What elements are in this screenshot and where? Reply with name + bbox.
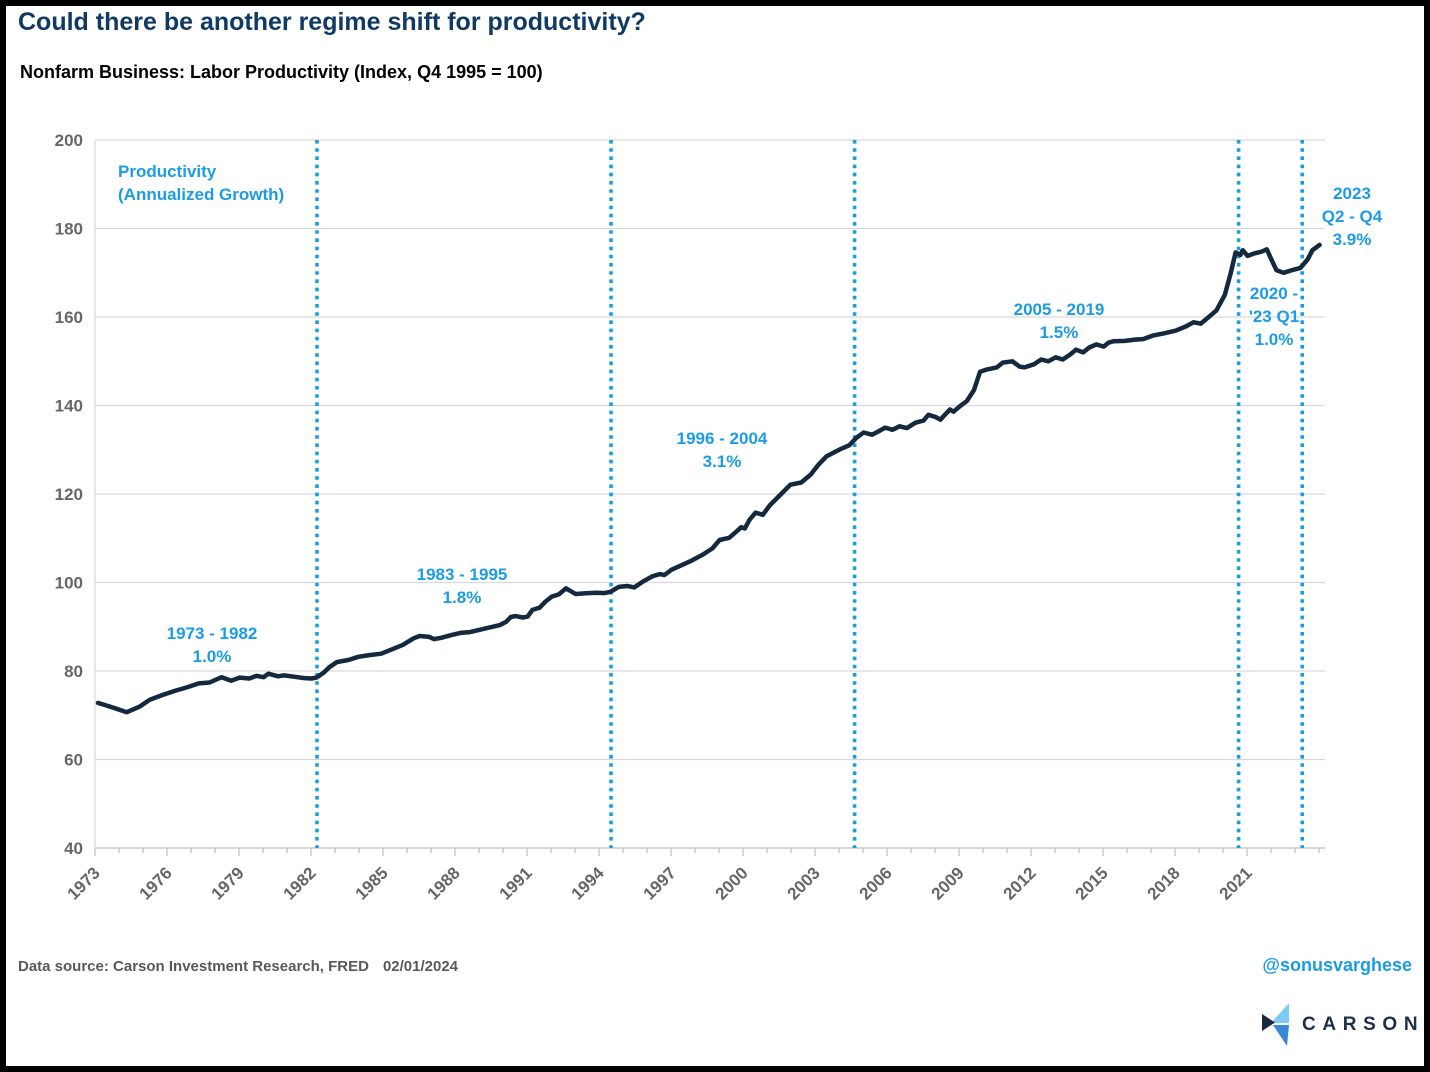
legend-line-2: (Annualized Growth) bbox=[118, 185, 285, 204]
x-axis-tick-label: 2015 bbox=[1072, 863, 1112, 903]
x-axis-tick-label: 2009 bbox=[928, 863, 968, 903]
regime-growth: 3.9% bbox=[1332, 230, 1372, 249]
regime-period: 2023 bbox=[1333, 184, 1371, 203]
regime-period: 2020 - bbox=[1249, 284, 1299, 303]
regime-growth: 3.1% bbox=[702, 452, 742, 471]
regime-growth: 1.5% bbox=[1039, 323, 1079, 342]
twitter-handle: @sonusvarghese bbox=[1262, 955, 1412, 975]
carson-logo-icon bbox=[1262, 1003, 1289, 1046]
y-axis-tick-label: 200 bbox=[55, 131, 83, 150]
carson-logo-text: CARSON bbox=[1302, 1014, 1425, 1035]
x-axis-tick-label: 1976 bbox=[136, 863, 176, 903]
x-axis-tick-label: 2021 bbox=[1216, 863, 1256, 903]
data-source-note: Data source: Carson Investment Research,… bbox=[18, 958, 458, 975]
data-source-text: Data source: Carson Investment Research,… bbox=[18, 958, 369, 975]
x-axis-tick-label: 2018 bbox=[1144, 863, 1184, 903]
x-axis-tick-label: 1991 bbox=[496, 863, 536, 903]
x-axis-tick-label: 1994 bbox=[568, 863, 609, 904]
x-axis-tick-label: 2000 bbox=[712, 863, 752, 903]
regime-annotation-1996-2004: 1996 - 2004 3.1% bbox=[642, 427, 802, 473]
y-axis-tick-label: 140 bbox=[55, 397, 83, 416]
y-axis-tick-label: 120 bbox=[55, 485, 83, 504]
y-axis-tick-label: 60 bbox=[64, 751, 83, 770]
y-axis-tick-label: 180 bbox=[55, 220, 83, 239]
regime-annotation-1973-1982: 1973 - 1982 1.0% bbox=[132, 622, 292, 668]
regime-period: 1996 - 2004 bbox=[676, 429, 768, 448]
regime-annotation-2020-23q1: 2020 - '23 Q1 1.0% bbox=[1214, 282, 1334, 351]
carson-logo: CARSON bbox=[1262, 1002, 1424, 1048]
y-axis-tick-label: 40 bbox=[64, 839, 83, 858]
regime-period: 2005 - 2019 bbox=[1013, 300, 1105, 319]
chart-date: 02/01/2024 bbox=[382, 958, 459, 975]
chart-subtitle: Nonfarm Business: Labor Productivity (In… bbox=[20, 62, 543, 82]
x-axis-tick-label: 1985 bbox=[352, 863, 392, 903]
regime-period: Q2 - Q4 bbox=[1321, 207, 1383, 226]
legend-line-1: Productivity bbox=[118, 162, 217, 181]
x-axis-tick-label: 1979 bbox=[208, 863, 248, 903]
y-axis-tick-label: 100 bbox=[55, 574, 83, 593]
x-axis-tick-label: 1997 bbox=[640, 863, 680, 903]
productivity-series-line bbox=[95, 242, 1322, 715]
x-axis-tick-label: 1988 bbox=[424, 863, 464, 903]
regime-annotation-1983-1995: 1983 - 1995 1.8% bbox=[382, 563, 542, 609]
regime-growth: 1.0% bbox=[192, 647, 232, 666]
y-axis-tick-label: 160 bbox=[55, 308, 83, 327]
regime-period: 1983 - 1995 bbox=[416, 565, 508, 584]
regime-period: 1973 - 1982 bbox=[166, 624, 258, 643]
y-axis-tick-label: 80 bbox=[64, 662, 83, 681]
legend-annotation: Productivity (Annualized Growth) bbox=[118, 160, 284, 206]
regime-annotation-2005-2019: 2005 - 2019 1.5% bbox=[979, 298, 1139, 344]
x-axis-tick-label: 1982 bbox=[280, 863, 320, 903]
x-axis-tick-label: 2003 bbox=[784, 863, 824, 903]
page-title: Could there be another regime shift for … bbox=[18, 8, 646, 36]
regime-annotation-2023-q2-q4: 2023 Q2 - Q4 3.9% bbox=[1292, 182, 1412, 251]
x-axis-tick-label: 2012 bbox=[1000, 863, 1040, 903]
regime-period: '23 Q1 bbox=[1248, 307, 1300, 326]
x-axis-tick-label: 2006 bbox=[856, 863, 896, 903]
regime-growth: 1.0% bbox=[1254, 330, 1294, 349]
productivity-line-chart: 40 60 80 100 120 140 160 180 200 1973 1976 1979 1982… bbox=[55, 131, 1325, 904]
x-axis-tick-label: 1973 bbox=[64, 863, 104, 903]
regime-growth: 1.8% bbox=[442, 588, 482, 607]
